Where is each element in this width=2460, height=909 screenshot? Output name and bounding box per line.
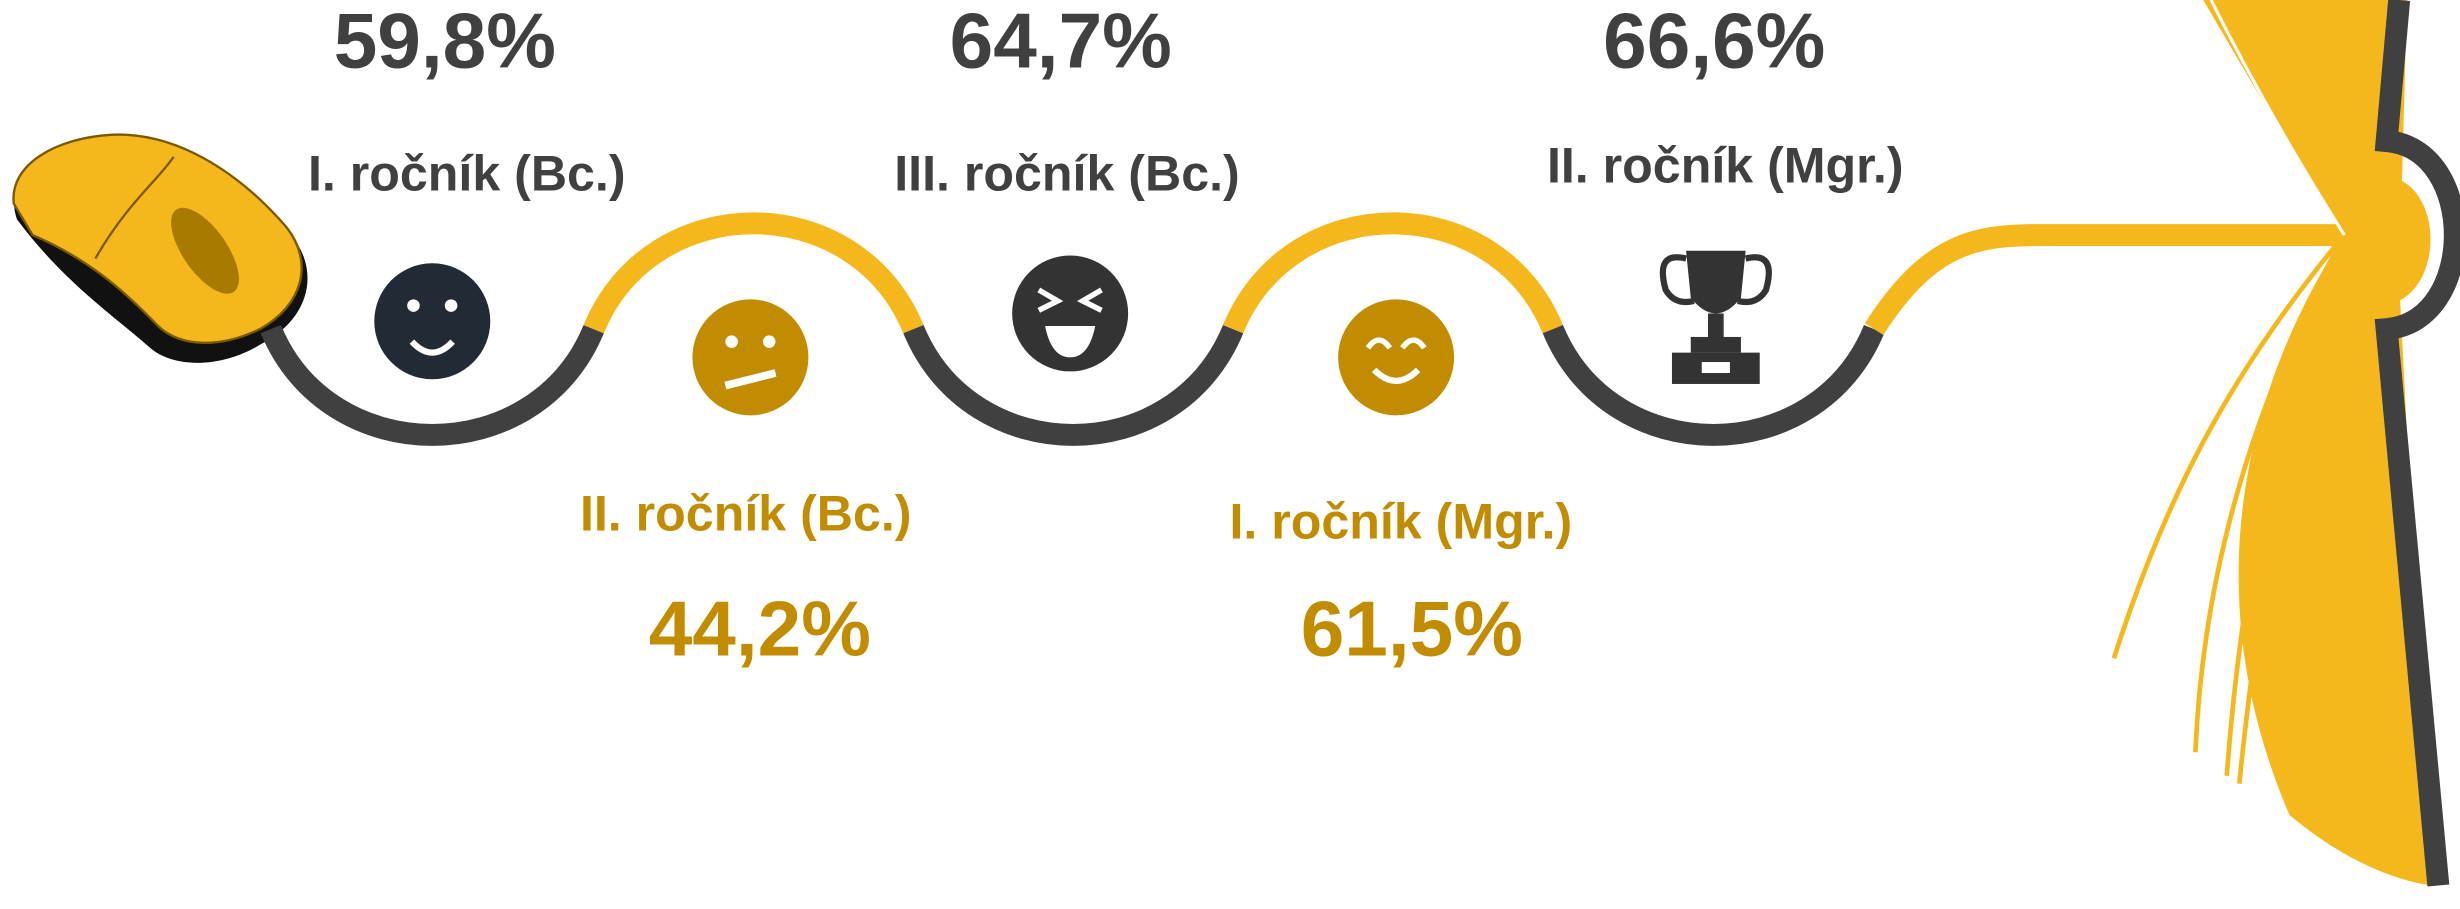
percentage: 66,6% — [1603, 0, 1825, 85]
step-label: I. ročník (Mgr.) — [1229, 493, 1572, 549]
trophy-icon — [1659, 250, 1772, 384]
step-label: III. ročník (Bc.) — [894, 145, 1239, 201]
step-label: II. ročník (Bc.) — [580, 485, 912, 541]
percentage: 59,8% — [334, 0, 556, 85]
wave — [260, 212, 2345, 446]
step-label: II. ročník (Mgr.) — [1547, 138, 1904, 194]
book-icon — [2111, 0, 2460, 887]
face-laughing — [1012, 255, 1129, 372]
percentage: 61,5% — [1301, 584, 1523, 672]
face-smiling — [1338, 299, 1455, 416]
mouse-icon — [12, 133, 308, 363]
percentage: 64,7% — [950, 0, 1172, 85]
face-neutral — [692, 299, 809, 416]
step-label: I. ročník (Bc.) — [308, 145, 626, 201]
percentage: 44,2% — [649, 584, 871, 672]
face-happy — [374, 263, 491, 380]
